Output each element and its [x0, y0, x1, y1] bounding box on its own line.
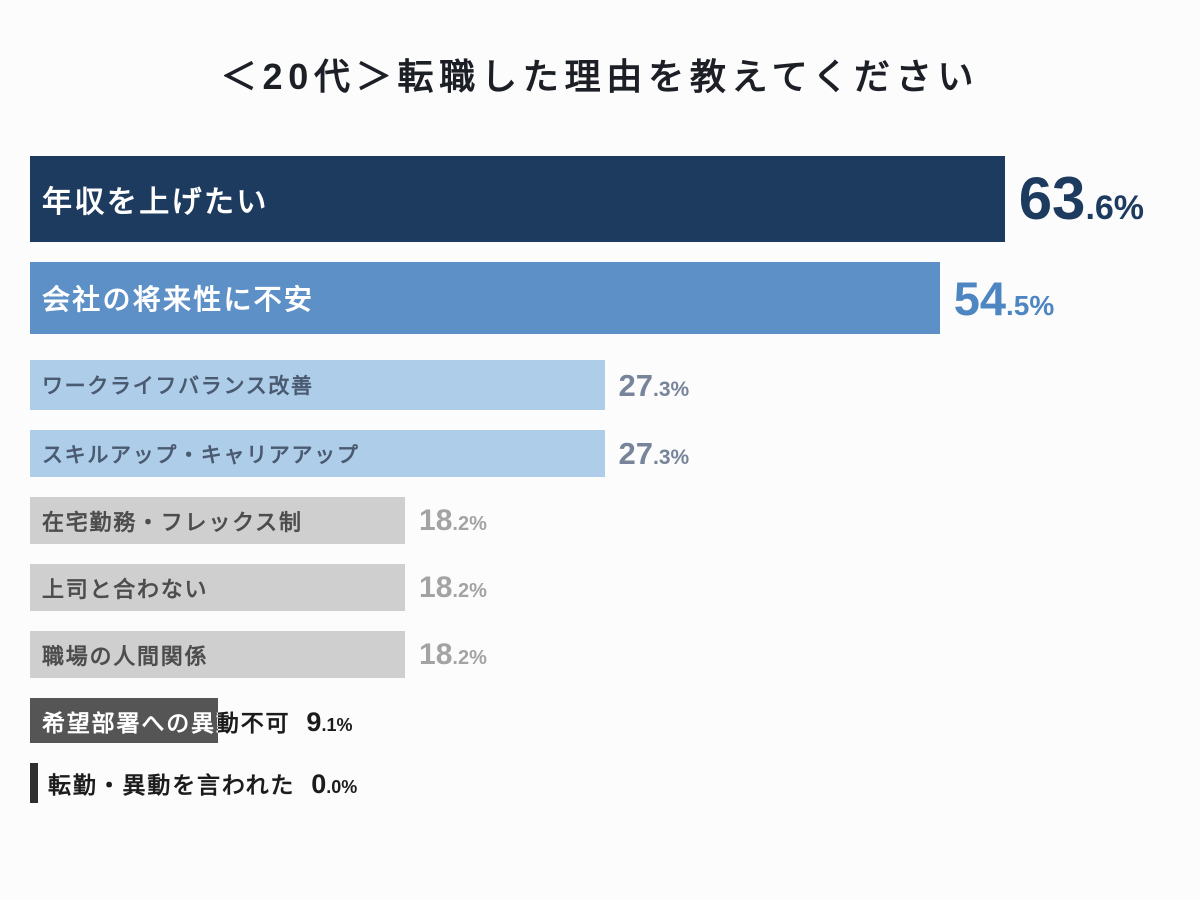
bar-label-wrap: 希望部署への異動不可 9.1% — [42, 704, 352, 738]
value-integer: 0 — [311, 769, 327, 799]
bar-row-work-life-balance: 27.3% ワークライフバランス改善 — [30, 360, 1170, 410]
bar-row-company-future: 54.5% 会社の将来性に不安 — [30, 262, 1170, 334]
value-integer: 63 — [1018, 165, 1086, 232]
bar-value: 27.3% — [619, 370, 690, 401]
bar-workplace-relations — [30, 631, 406, 678]
value-integer: 18 — [419, 637, 453, 671]
bar-value: 54.5% — [954, 275, 1055, 322]
bar-label: 在宅勤務・フレックス制 — [42, 509, 303, 535]
bar-label: スキルアップ・キャリアアップ — [42, 443, 360, 467]
bar-value: 27.3% — [619, 438, 690, 469]
value-integer: 9 — [306, 706, 322, 737]
bar-label-wrap: 転勤・異動を言われた 0.0% — [48, 766, 357, 800]
bar-value: 18.2% — [419, 503, 487, 537]
value-integer: 18 — [419, 503, 453, 537]
bar-label-wrap: スキルアップ・キャリアアップ — [42, 439, 360, 469]
bar-no-transfer — [30, 698, 219, 743]
bar-row-boss-mismatch: 18.2% 上司と合わない — [30, 564, 1170, 611]
bar-label: 転勤・異動を言われた — [48, 772, 296, 798]
value-fraction: .1% — [321, 714, 353, 735]
bar-row-remote-flex: 18.2% 在宅勤務・フレックス制 — [30, 497, 1170, 544]
bar-value: 9.1% — [306, 706, 353, 737]
bar-salary — [30, 156, 1005, 242]
bar-boss-mismatch — [30, 564, 406, 611]
bar-forced-relocation — [30, 763, 38, 803]
bar-row-skill-up: 27.3% スキルアップ・キャリアアップ — [30, 430, 1170, 477]
value-fraction: .6% — [1085, 189, 1145, 227]
bar-label-wrap: 職場の人間関係 — [42, 639, 208, 671]
value-integer: 18 — [419, 570, 453, 604]
bar-value: 18.2% — [419, 570, 487, 604]
bar-label-wrap: 在宅勤務・フレックス制 — [42, 505, 303, 537]
value-integer: 27 — [618, 367, 654, 403]
bar-value: 63.6% — [1019, 169, 1144, 229]
value-fraction: .0% — [326, 777, 358, 797]
bar-row-no-transfer: 希望部署への異動不可 9.1% — [30, 698, 1170, 743]
chart-title: ＜20代＞転職した理由を教えてください — [220, 56, 980, 97]
bar-label: 職場の人間関係 — [42, 643, 209, 669]
value-integer: 54 — [953, 271, 1006, 325]
bar-label: 希望部署への異動不可 — [42, 704, 290, 738]
value-fraction: .2% — [452, 646, 487, 669]
bar-value: 0.0% — [311, 771, 357, 798]
value-integer: 27 — [618, 436, 654, 471]
value-fraction: .5% — [1006, 289, 1055, 321]
bar-value: 18.2% — [419, 637, 487, 671]
bar-skill-up — [30, 430, 605, 477]
value-fraction: .2% — [452, 579, 487, 602]
bar-label-wrap: 上司と合わない — [42, 572, 208, 604]
bar-remote-flex — [30, 497, 406, 544]
bar-work-life-balance — [30, 360, 605, 410]
value-fraction: .3% — [653, 446, 690, 469]
bar-label: 上司と合わない — [42, 576, 209, 602]
bar-row-workplace-relations: 18.2% 職場の人間関係 — [30, 631, 1170, 678]
bar-label: 会社の将来性に不安 — [42, 284, 315, 315]
bar-row-forced-relocation: 転勤・異動を言われた 0.0% — [30, 763, 1170, 803]
bar-row-salary: 63.6% 年収を上げたい — [30, 156, 1170, 242]
bar-label-wrap: ワークライフバランス改善 — [42, 370, 314, 400]
bar-label-wrap: 会社の将来性に不安 — [42, 278, 314, 318]
bar-label-wrap: 年収を上げたい — [42, 177, 269, 221]
bar-label: 年収を上げたい — [42, 186, 269, 219]
value-fraction: .2% — [452, 512, 487, 535]
value-fraction: .3% — [653, 377, 690, 401]
bar-company-future — [30, 262, 940, 334]
bar-label: ワークライフバランス改善 — [42, 375, 314, 398]
